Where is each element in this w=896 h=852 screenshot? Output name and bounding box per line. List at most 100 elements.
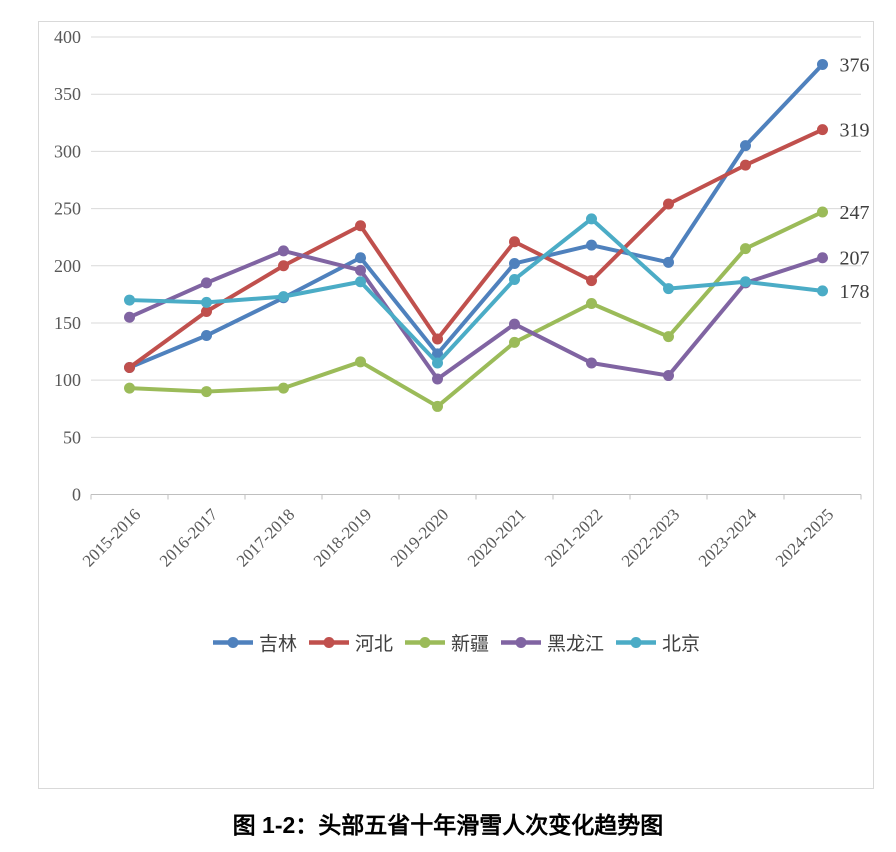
data-point xyxy=(740,243,751,255)
data-point xyxy=(586,213,597,225)
data-point xyxy=(586,297,597,309)
y-tick-label: 200 xyxy=(54,256,81,276)
y-tick-label: 350 xyxy=(54,84,81,104)
x-tick-label: 2022-2023 xyxy=(618,505,684,571)
data-point xyxy=(740,159,751,171)
y-tick-label: 150 xyxy=(54,313,81,333)
end-value-label: 247 xyxy=(840,202,870,224)
data-point xyxy=(278,382,289,394)
series-新疆 xyxy=(124,206,828,412)
x-tick-label: 2019-2020 xyxy=(387,505,453,571)
figure-caption: 图 1-2：头部五省十年滑雪人次变化趋势图 xyxy=(232,812,664,838)
end-value-label: 178 xyxy=(840,281,870,303)
data-point xyxy=(201,306,212,317)
y-tick-label: 300 xyxy=(54,141,81,161)
x-tick-label: 2020-2021 xyxy=(464,505,530,571)
data-point xyxy=(355,264,366,276)
data-point xyxy=(586,239,597,251)
data-point xyxy=(740,140,751,152)
series-吉林 xyxy=(124,58,828,374)
legend-label: 吉林 xyxy=(258,634,297,655)
x-tick-label: 2016-2017 xyxy=(156,505,222,571)
y-tick-label: 0 xyxy=(72,485,81,505)
data-point xyxy=(201,386,212,398)
data-point xyxy=(124,294,135,306)
series-河北 xyxy=(124,124,828,374)
end-value-label: 207 xyxy=(840,248,870,270)
legend-item-吉林: 吉林 xyxy=(212,629,297,656)
gridlines xyxy=(91,36,861,438)
data-point xyxy=(124,362,135,374)
chart-legend: 吉林 河北 新疆 黑龙江 北京 xyxy=(39,629,873,656)
legend-label: 新疆 xyxy=(450,634,489,655)
data-point xyxy=(663,283,674,295)
plot-area: 0 50 100 150 200 250 300 350 400 2015-2016 2016-20… xyxy=(54,27,870,571)
data-point xyxy=(509,257,520,269)
x-tick-label: 2015-2016 xyxy=(79,505,145,571)
legend-item-北京: 北京 xyxy=(615,629,700,656)
data-point xyxy=(278,291,289,303)
data-point xyxy=(817,252,828,264)
data-point xyxy=(740,276,751,288)
data-point xyxy=(509,273,520,285)
legend-line-marker-icon xyxy=(404,637,445,648)
y-tick-label: 400 xyxy=(54,27,81,47)
data-point xyxy=(509,318,520,330)
data-point xyxy=(278,260,289,272)
y-tick-label: 250 xyxy=(54,199,81,219)
data-point xyxy=(586,357,597,369)
data-point xyxy=(432,333,443,345)
end-value-label: 319 xyxy=(840,120,870,142)
data-point xyxy=(817,285,828,297)
x-tick-label: 2017-2018 xyxy=(233,505,299,571)
data-point xyxy=(278,245,289,257)
legend-label: 北京 xyxy=(662,634,701,655)
data-point xyxy=(586,275,597,287)
x-axis-labels: 2015-2016 2016-2017 2017-2018 2018-2019 2019… xyxy=(79,505,838,571)
data-point xyxy=(355,252,366,264)
y-tick-label: 50 xyxy=(63,427,81,447)
legend-item-黑龙江: 黑龙江 xyxy=(500,629,604,656)
data-point xyxy=(201,277,212,289)
legend-line-marker-icon xyxy=(308,637,349,648)
legend-label: 河北 xyxy=(354,634,393,655)
data-point xyxy=(124,311,135,323)
y-axis-labels: 0 50 100 150 200 250 300 350 400 xyxy=(54,27,81,505)
x-tick-label: 2024-2025 xyxy=(772,505,838,571)
data-labels: 376 319 247 207 178 xyxy=(840,54,870,302)
legend-line-marker-icon xyxy=(212,637,253,648)
line-chart[interactable]: 0 50 100 150 200 250 300 350 400 2015-2016 2016-20… xyxy=(38,21,874,789)
x-tick-label: 2018-2019 xyxy=(310,505,376,571)
x-tick-label: 2021-2022 xyxy=(541,505,607,571)
data-point xyxy=(663,370,674,382)
data-point xyxy=(817,206,828,218)
data-point xyxy=(432,348,443,360)
legend-item-河北: 河北 xyxy=(308,629,393,656)
x-tick-label: 2023-2024 xyxy=(695,505,761,571)
end-value-label: 376 xyxy=(840,54,870,76)
legend-line-marker-icon xyxy=(501,637,541,648)
data-point xyxy=(509,336,520,348)
data-point xyxy=(817,124,828,136)
data-point xyxy=(432,373,443,385)
legend-label: 黑龙江 xyxy=(547,634,605,655)
data-point xyxy=(663,256,674,268)
data-point xyxy=(355,356,366,368)
y-tick-label: 100 xyxy=(54,370,81,390)
data-point xyxy=(663,198,674,210)
data-point xyxy=(432,357,443,369)
legend-line-marker-icon xyxy=(616,637,657,648)
data-point xyxy=(201,296,212,308)
data-point xyxy=(201,330,212,342)
data-point xyxy=(355,276,366,288)
legend-item-新疆: 新疆 xyxy=(404,629,489,656)
data-point xyxy=(817,58,828,70)
data-point xyxy=(355,220,366,232)
x-axis xyxy=(90,494,862,500)
data-point xyxy=(509,236,520,248)
series-北京 xyxy=(124,213,828,369)
data-point xyxy=(432,400,443,412)
data-point xyxy=(663,331,674,343)
data-point xyxy=(124,382,135,394)
